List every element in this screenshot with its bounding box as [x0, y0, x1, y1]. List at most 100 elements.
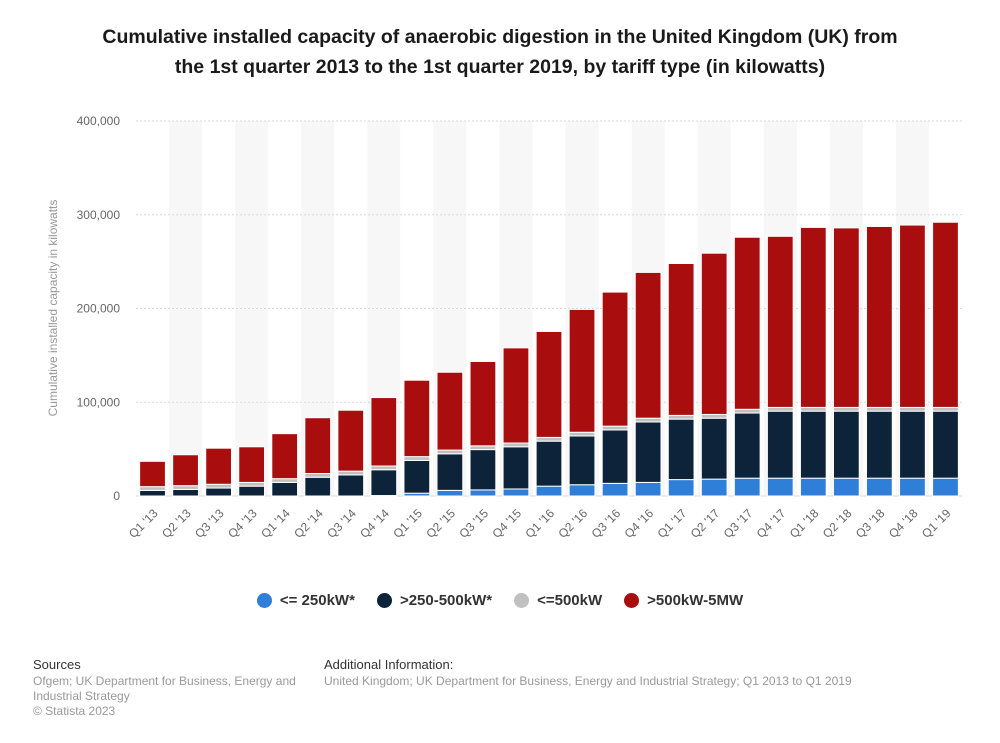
- bar-segment[interactable]: [205, 487, 232, 497]
- bar-segment[interactable]: [866, 410, 893, 479]
- bar-segment[interactable]: [502, 442, 530, 448]
- bar-segment[interactable]: [502, 347, 530, 444]
- bar-segment[interactable]: [403, 379, 431, 458]
- bar-segment[interactable]: [766, 235, 794, 408]
- bar-segment[interactable]: [238, 481, 266, 487]
- bar-segment[interactable]: [733, 236, 761, 410]
- bar-segment[interactable]: [535, 440, 563, 487]
- bar-segment[interactable]: [172, 454, 199, 487]
- bar-segment[interactable]: [634, 271, 662, 419]
- bar-segment[interactable]: [899, 406, 926, 412]
- bar-segment[interactable]: [733, 408, 761, 414]
- bar-segment[interactable]: [205, 483, 232, 489]
- legend-item[interactable]: >500kW-5MW: [624, 592, 743, 609]
- bar-segment[interactable]: [766, 406, 794, 412]
- bar-segment[interactable]: [866, 406, 893, 412]
- bar-segment[interactable]: [601, 291, 629, 427]
- bar-segment[interactable]: [899, 224, 926, 408]
- bar-segment[interactable]: [238, 485, 266, 497]
- bar-segment[interactable]: [304, 417, 332, 474]
- bar-segment[interactable]: [271, 433, 299, 480]
- bar-segment[interactable]: [667, 414, 695, 420]
- bar-segment[interactable]: [667, 418, 695, 481]
- bar-segment[interactable]: [832, 406, 860, 412]
- bar-segment[interactable]: [337, 470, 365, 476]
- bar-segment[interactable]: [502, 446, 530, 490]
- bar-segment[interactable]: [932, 221, 959, 408]
- bar-segment[interactable]: [832, 477, 860, 497]
- bar-segment[interactable]: [866, 477, 893, 497]
- x-tick-label: Q3 '14: [324, 506, 359, 541]
- legend-item[interactable]: <=500kW: [514, 592, 602, 609]
- bar-segment[interactable]: [535, 436, 563, 442]
- bar-segment[interactable]: [634, 421, 662, 483]
- bar-segment[interactable]: [436, 371, 464, 451]
- bar-segment[interactable]: [700, 478, 728, 497]
- bar-segment[interactable]: [139, 460, 166, 488]
- bar-segment[interactable]: [304, 476, 332, 497]
- bar-segment[interactable]: [469, 445, 497, 451]
- bar-segment[interactable]: [535, 485, 563, 497]
- bar-segment[interactable]: [502, 488, 530, 497]
- bar-segment[interactable]: [634, 481, 662, 497]
- x-tick-label: Q4 '14: [357, 506, 392, 541]
- bar-segment[interactable]: [799, 477, 827, 497]
- bar-segment[interactable]: [139, 489, 166, 497]
- bar-segment[interactable]: [370, 465, 398, 471]
- bar-segment[interactable]: [172, 488, 199, 497]
- bar-segment[interactable]: [535, 330, 563, 438]
- bar-segment[interactable]: [667, 263, 695, 416]
- bar-segment[interactable]: [469, 449, 497, 491]
- bar-segment[interactable]: [899, 477, 926, 497]
- bar-segment[interactable]: [568, 435, 596, 486]
- bar-segment[interactable]: [370, 469, 398, 497]
- bar-segment[interactable]: [469, 360, 497, 447]
- sources-line-1: Ofgem; UK Department for Business, Energ…: [33, 674, 296, 688]
- bar-segment[interactable]: [766, 477, 794, 497]
- bar-segment[interactable]: [568, 431, 596, 437]
- bar-segment[interactable]: [832, 227, 860, 408]
- bar-segment[interactable]: [700, 413, 728, 419]
- x-tick-label: Q3 '13: [192, 506, 227, 541]
- bar-segment[interactable]: [601, 429, 629, 484]
- bar-segment[interactable]: [139, 486, 166, 491]
- bar-segment[interactable]: [766, 410, 794, 479]
- bar-segment[interactable]: [700, 252, 728, 415]
- bar-segment[interactable]: [634, 417, 662, 423]
- bar-segment[interactable]: [799, 226, 827, 408]
- bar-segment[interactable]: [799, 406, 827, 412]
- legend-item[interactable]: >250-500kW*: [376, 592, 492, 609]
- bar-segment[interactable]: [932, 477, 959, 497]
- bar-segment[interactable]: [866, 225, 893, 408]
- bar-segment[interactable]: [436, 449, 464, 455]
- bar-segment[interactable]: [568, 308, 596, 433]
- x-tick-label: Q4 '13: [225, 506, 260, 541]
- legend-item[interactable]: <= 250kW*: [256, 592, 355, 609]
- bar-segment[interactable]: [403, 456, 431, 461]
- bar-segment[interactable]: [172, 485, 199, 490]
- bar-segment[interactable]: [733, 412, 761, 479]
- bar-segment[interactable]: [469, 489, 497, 497]
- bar-segment[interactable]: [370, 397, 398, 467]
- bar-segment[interactable]: [667, 479, 695, 497]
- bar-segment[interactable]: [932, 410, 959, 479]
- bar-segment[interactable]: [899, 410, 926, 479]
- bar-segment[interactable]: [436, 489, 464, 497]
- bar-segment[interactable]: [436, 453, 464, 491]
- bar-segment[interactable]: [700, 417, 728, 480]
- bar-segment[interactable]: [271, 481, 299, 497]
- bar-segment[interactable]: [238, 446, 266, 483]
- bar-segment[interactable]: [832, 410, 860, 479]
- bar-segment[interactable]: [601, 425, 629, 431]
- bar-segment[interactable]: [733, 477, 761, 497]
- bar-segment[interactable]: [304, 473, 332, 478]
- bar-segment[interactable]: [568, 484, 596, 497]
- bar-segment[interactable]: [337, 409, 365, 472]
- bar-segment[interactable]: [799, 410, 827, 479]
- bar-segment[interactable]: [205, 447, 232, 485]
- bar-segment[interactable]: [337, 474, 365, 497]
- bar-segment[interactable]: [271, 478, 299, 483]
- bar-segment[interactable]: [403, 459, 431, 494]
- bar-segment[interactable]: [601, 482, 629, 497]
- bar-segment[interactable]: [932, 406, 959, 412]
